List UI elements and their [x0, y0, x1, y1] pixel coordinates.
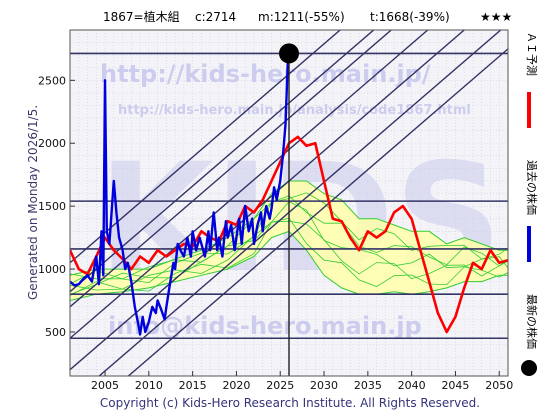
watermark-url-analysis: http://kids-hero.main.jp/analysis/code18… [118, 103, 471, 118]
min-price-label: m:1211(-55%) [258, 10, 345, 24]
forecast-band-strand [70, 201, 508, 295]
watermark-email: info@kids-hero.main.jp [108, 312, 422, 340]
copyright-footer: Copyright (c) Kids-Hero Research Institu… [100, 396, 480, 410]
legend-latest-price-swatch [521, 360, 537, 376]
y-tick-label: 1000 [38, 263, 66, 276]
chart-header: 1867=植木組 c:2714 m:1211(-55%) t:1668(-39%) ★★… [103, 9, 512, 24]
x-tick-label: 2020 [222, 379, 250, 392]
forecast-band-strand [70, 192, 508, 280]
x-tick-label: 2030 [310, 379, 338, 392]
x-tick-label: 2035 [354, 379, 382, 392]
target-price-label: t:1668(-39%) [370, 10, 450, 24]
current-price-label: c:2714 [195, 10, 236, 24]
rating-stars: ★★★ [480, 10, 512, 24]
x-tick-label: 2015 [179, 379, 207, 392]
stock-code: 1867=植木組 [103, 9, 180, 24]
y-tick-label: 2000 [38, 137, 66, 150]
legend-latest-price-label: 最新の株価 [525, 294, 539, 349]
x-tick-label: 2045 [441, 379, 469, 392]
watermark-url-top: http://kids-hero.main.jp/ [100, 60, 431, 88]
x-tick-label: 2050 [485, 379, 513, 392]
y-tick-label: 500 [45, 326, 66, 339]
plot-area: KIDShttp://kids-hero.main.jp/http://kids… [70, 30, 508, 376]
x-tick-label: 2040 [398, 379, 426, 392]
plot-border [69, 29, 509, 377]
current-price-marker [279, 43, 299, 64]
y-tick-label: 2500 [38, 74, 66, 87]
past-price-line [70, 53, 290, 336]
y-tick-label: 1500 [38, 200, 66, 213]
forecast-band-strand [70, 217, 508, 296]
legend-ai-forecast-label: ＡＩ予測 [525, 32, 539, 76]
legend-past-price-label: 過去の株価 [525, 160, 539, 215]
forecast-band-lower [70, 230, 508, 301]
generated-date-caption: Generated on Monday 2026/1/5. [26, 105, 40, 300]
x-tick-label: 2010 [135, 379, 163, 392]
x-tick-label: 2025 [266, 379, 294, 392]
x-tick-label: 2005 [91, 379, 119, 392]
forecast-band-strand [70, 195, 508, 285]
